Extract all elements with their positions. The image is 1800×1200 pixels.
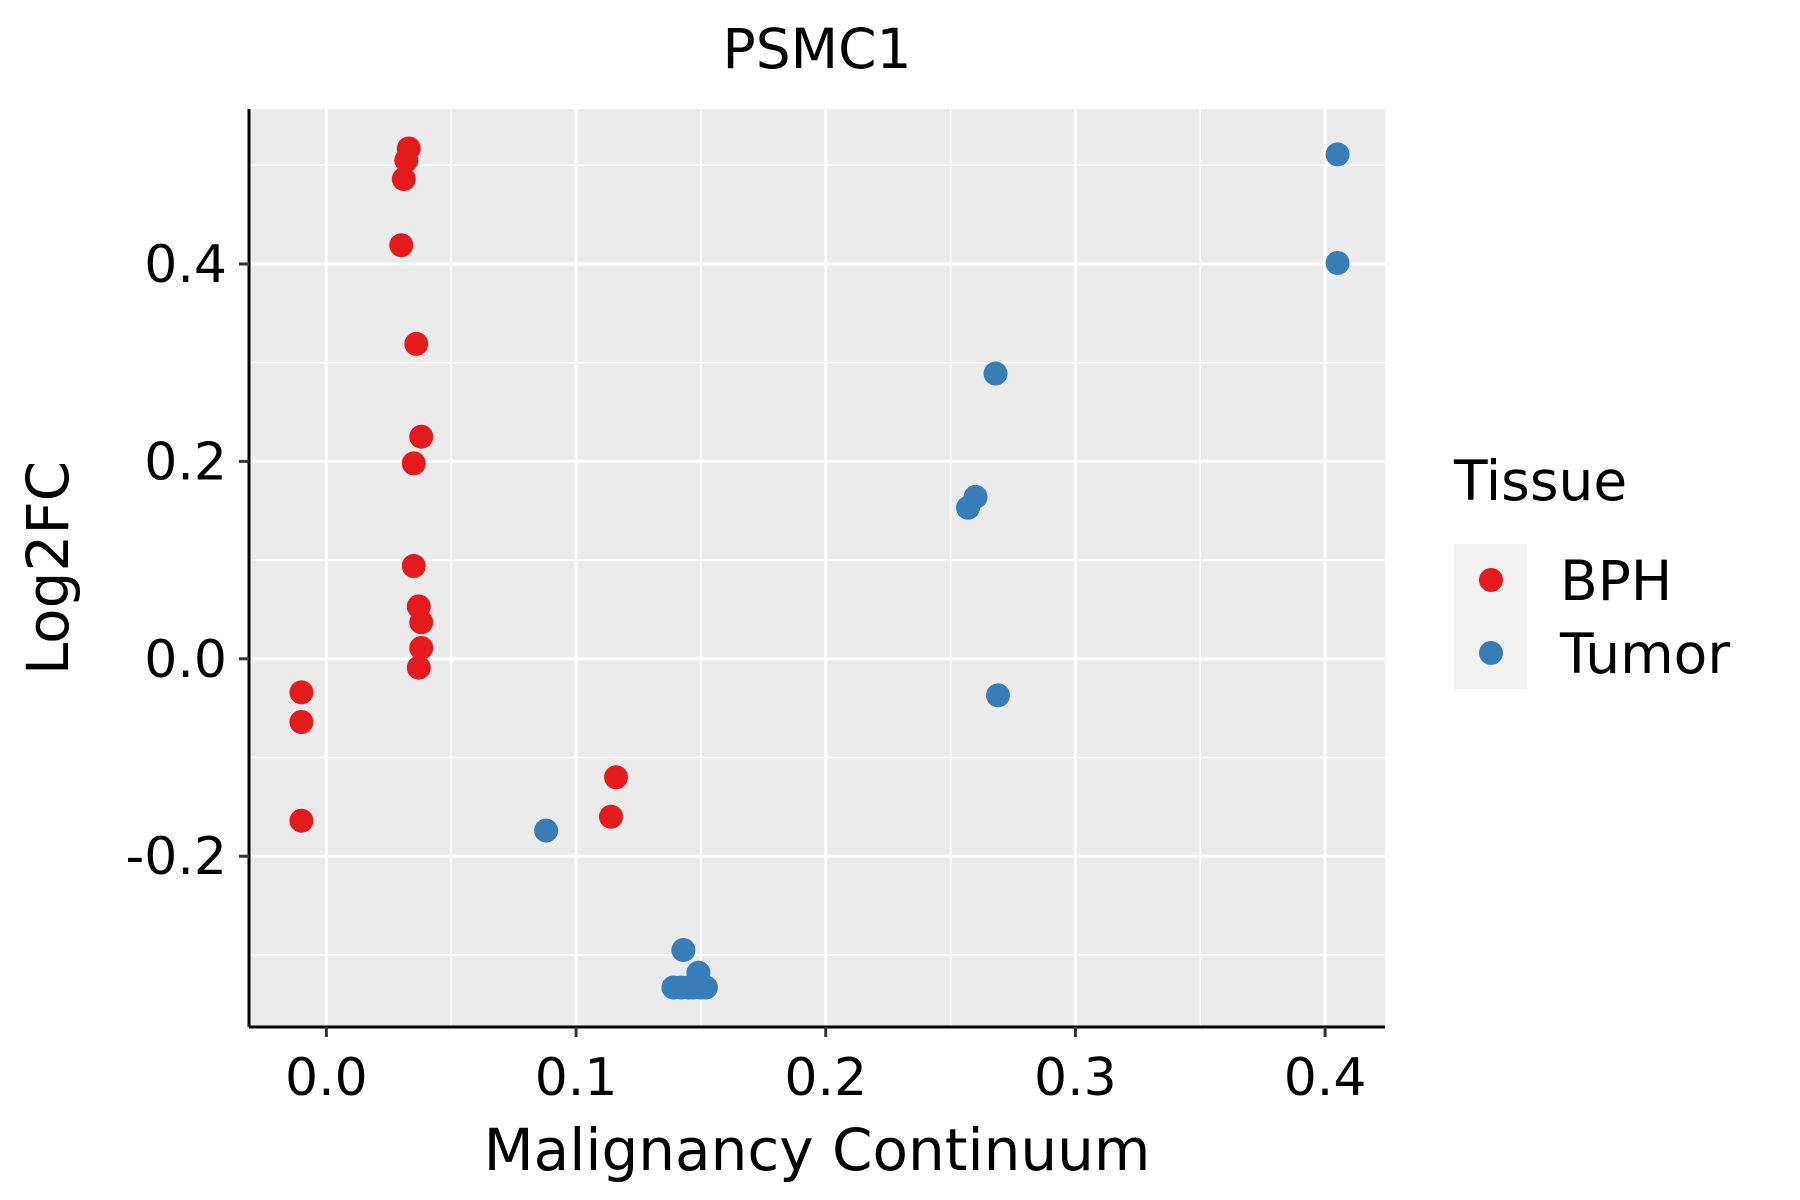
- point-tumor: [693, 975, 718, 1000]
- point-bph: [409, 610, 434, 635]
- point-bph: [401, 554, 426, 579]
- point-bph: [409, 424, 434, 449]
- point-bph: [409, 635, 434, 660]
- point-tumor: [956, 495, 981, 520]
- x-tick-label: 0.0: [285, 1048, 368, 1108]
- y-tick-label: -0.2: [126, 827, 227, 887]
- y-axis-title: Log2FC: [14, 461, 82, 675]
- point-tumor: [983, 361, 1008, 386]
- legend-dot-bph: [1479, 568, 1503, 592]
- x-axis-ticks: 0.0 0.1 0.2 0.3 0.4: [285, 1027, 1366, 1108]
- point-tumor: [1325, 250, 1350, 275]
- point-bph: [289, 808, 314, 833]
- point-bph: [289, 709, 314, 734]
- point-tumor: [671, 938, 696, 963]
- point-bph: [406, 655, 431, 680]
- plot-panel: [249, 109, 1385, 1027]
- x-tick-label: 0.2: [784, 1048, 867, 1108]
- legend-label-tumor: Tumor: [1559, 622, 1730, 686]
- point-tumor: [1325, 142, 1350, 167]
- legend-label-bph: BPH: [1560, 549, 1672, 613]
- legend-title: Tissue: [1453, 449, 1627, 513]
- y-tick-label: 0.0: [144, 630, 227, 690]
- point-bph: [389, 233, 414, 258]
- point-bph: [394, 148, 419, 173]
- chart-title: PSMC1: [723, 17, 912, 81]
- x-tick-label: 0.3: [1034, 1048, 1117, 1108]
- x-axis-title: Malignancy Continuum: [484, 1116, 1151, 1184]
- point-bph: [604, 765, 629, 790]
- y-tick-label: 0.4: [144, 235, 227, 295]
- point-tumor: [534, 818, 559, 843]
- point-bph: [391, 167, 416, 192]
- point-tumor: [986, 683, 1011, 708]
- legend-dot-tumor: [1479, 641, 1503, 665]
- point-bph: [289, 680, 314, 705]
- x-tick-label: 0.1: [535, 1048, 618, 1108]
- point-bph: [404, 331, 429, 356]
- y-axis-ticks: -0.2 0.0 0.2 0.4: [126, 235, 249, 887]
- y-tick-label: 0.2: [144, 432, 227, 492]
- grid-major: [249, 109, 1385, 1027]
- point-bph: [401, 451, 426, 476]
- point-bph: [599, 804, 624, 829]
- legend: Tissue BPH Tumor: [1453, 449, 1730, 689]
- x-tick-label: 0.4: [1284, 1048, 1367, 1108]
- legend-key-background: [1454, 544, 1527, 689]
- data-points: [289, 136, 1350, 1000]
- grid-minor: [249, 109, 1385, 1027]
